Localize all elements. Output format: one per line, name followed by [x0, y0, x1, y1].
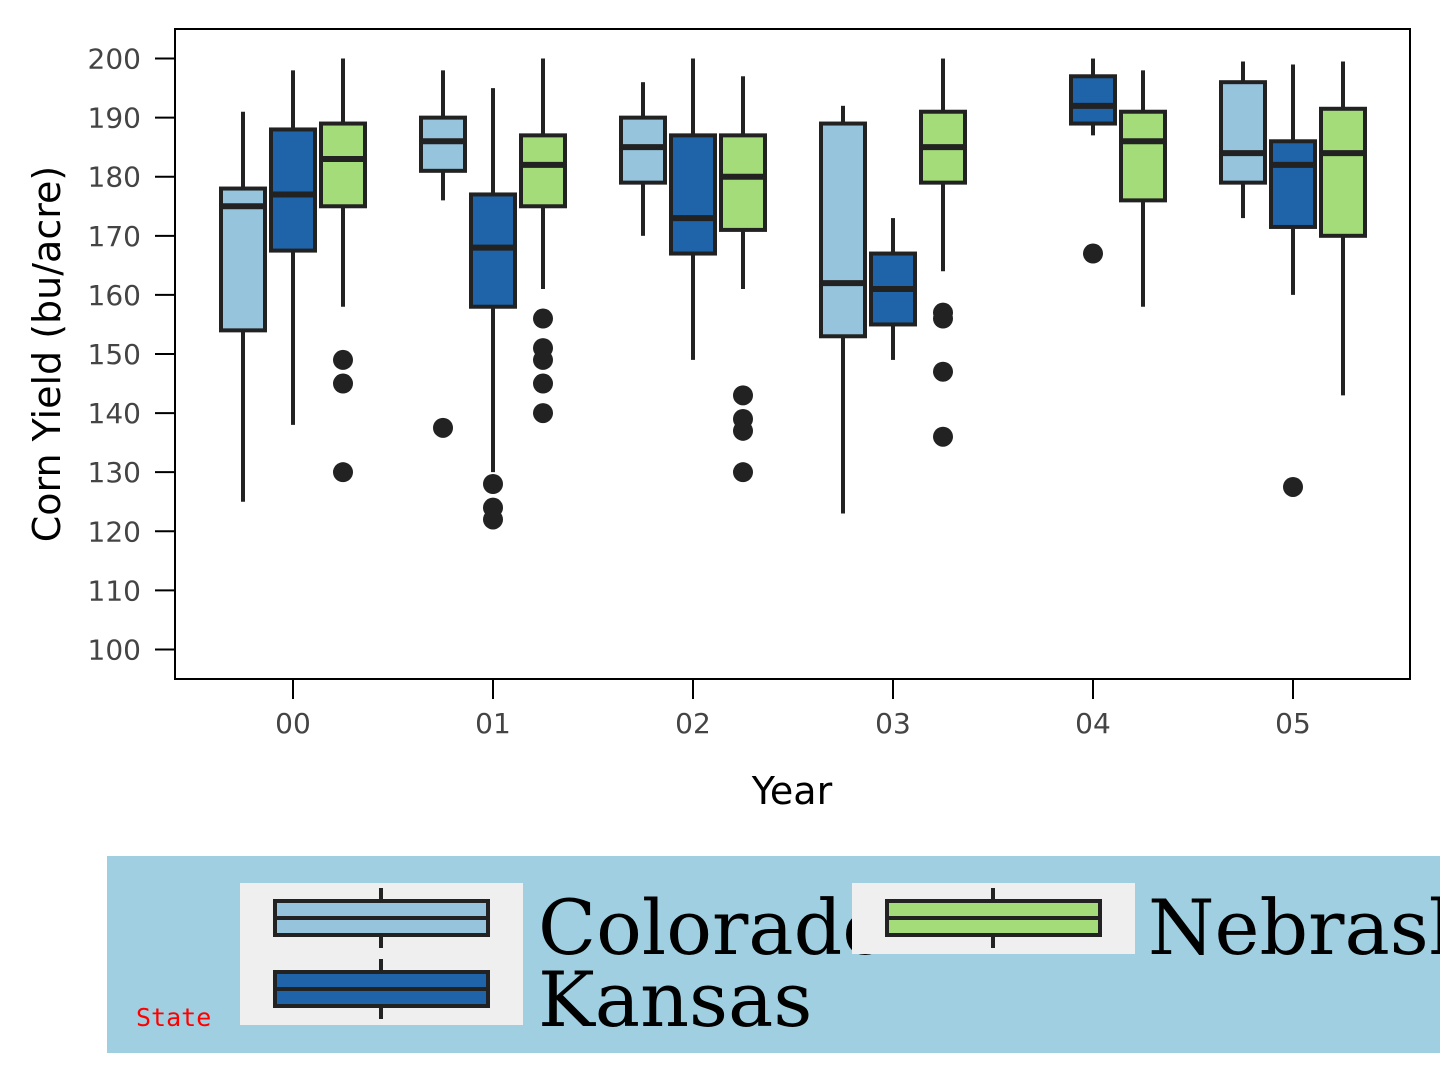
legend-label: Kansas [538, 955, 812, 1044]
outlier-point [333, 349, 353, 370]
outlier-point [483, 509, 503, 530]
y-tick-label: 160 [88, 279, 141, 312]
y-tick-label: 150 [88, 338, 141, 371]
y-tick-label: 110 [88, 574, 141, 607]
outlier-point [533, 349, 553, 370]
series-nebraska [319, 58, 1367, 483]
outlier-point [733, 420, 753, 441]
box [1219, 80, 1267, 185]
plot-area [219, 58, 1367, 530]
x-axis: 00 01 02 03 04 05 [275, 679, 1311, 740]
y-tick-label: 120 [88, 515, 141, 548]
outlier-point [333, 373, 353, 394]
x-tick-label: 03 [875, 707, 911, 740]
box [1319, 106, 1367, 238]
outlier-point [933, 361, 953, 382]
legend-label: Nebraska [1148, 883, 1440, 972]
outlier-point [933, 308, 953, 329]
outlier-point [1083, 243, 1103, 264]
x-tick-label: 02 [675, 707, 711, 740]
x-tick-label: 05 [1275, 707, 1311, 740]
legend-label: Colorado [538, 883, 888, 972]
x-tick-label: 00 [275, 707, 311, 740]
box [1119, 109, 1167, 203]
box [669, 133, 717, 256]
outlier-point [733, 462, 753, 483]
box [1269, 139, 1317, 229]
outlier-point [733, 385, 753, 406]
y-tick-label: 200 [88, 43, 141, 76]
box [1069, 74, 1117, 126]
x-tick-label: 01 [475, 707, 511, 740]
legend-item-colorado: Colorado [240, 883, 888, 972]
box [319, 121, 367, 209]
y-tick-label: 100 [88, 633, 141, 666]
series-kansas [269, 58, 1317, 530]
outlier-point [933, 426, 953, 447]
x-axis-title: Year [751, 769, 833, 813]
outlier-point [483, 474, 503, 494]
legend-title: State [136, 1003, 211, 1032]
outlier-point [533, 308, 553, 329]
outlier-point [533, 373, 553, 394]
outlier-point [533, 403, 553, 424]
legend-item-nebraska: Nebraska [852, 883, 1440, 972]
y-tick-label: 190 [88, 102, 141, 135]
outlier-point [1283, 476, 1303, 497]
y-tick-label: 170 [88, 220, 141, 253]
y-axis-title: Corn Yield (bu/acre) [25, 166, 69, 542]
box [819, 121, 867, 339]
series-colorado [219, 61, 1267, 514]
outlier-point [333, 462, 353, 483]
box [219, 186, 267, 333]
legend-item-kansas: Kansas [240, 954, 812, 1044]
y-tick-label: 140 [88, 397, 141, 430]
y-axis: 100 110 120 130 140 150 160 170 180 190 200 [88, 43, 175, 666]
box [519, 133, 567, 209]
box [269, 127, 317, 253]
y-tick-label: 130 [88, 456, 141, 489]
outlier-point [433, 417, 453, 438]
y-tick-label: 180 [88, 161, 141, 194]
x-tick-label: 04 [1075, 707, 1111, 740]
box [719, 133, 767, 232]
